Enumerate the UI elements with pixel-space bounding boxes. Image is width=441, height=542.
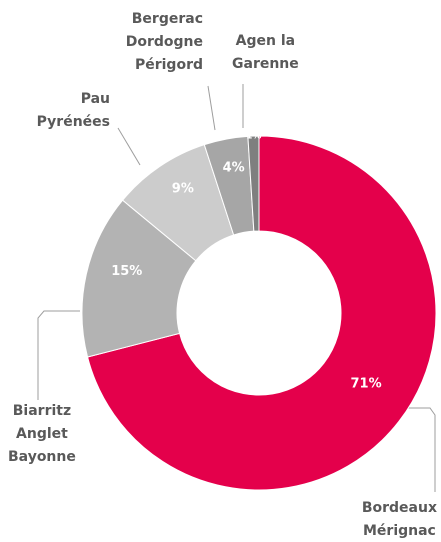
category-label: Agen la Garenne bbox=[232, 33, 299, 72]
leader-line bbox=[117, 127, 141, 166]
category-label: Pau Pyrénées bbox=[36, 91, 110, 130]
value-label: 4% bbox=[223, 160, 245, 175]
category-label: Biarritz Anglet Bayonne bbox=[8, 403, 76, 465]
value-label: 71% bbox=[351, 377, 382, 392]
slice bbox=[86, 135, 437, 491]
slice bbox=[81, 199, 197, 358]
leader-line bbox=[37, 310, 80, 400]
value-label: 9% bbox=[172, 181, 194, 196]
category-label: Bordeaux Mérignac bbox=[361, 500, 437, 539]
leader-line bbox=[207, 85, 216, 131]
slice bbox=[247, 135, 260, 232]
value-label: 15% bbox=[111, 264, 142, 279]
leader-line bbox=[398, 407, 436, 492]
value-label: 1% bbox=[246, 132, 261, 142]
category-label: Bergerac Dordogne Périgord bbox=[125, 11, 203, 73]
